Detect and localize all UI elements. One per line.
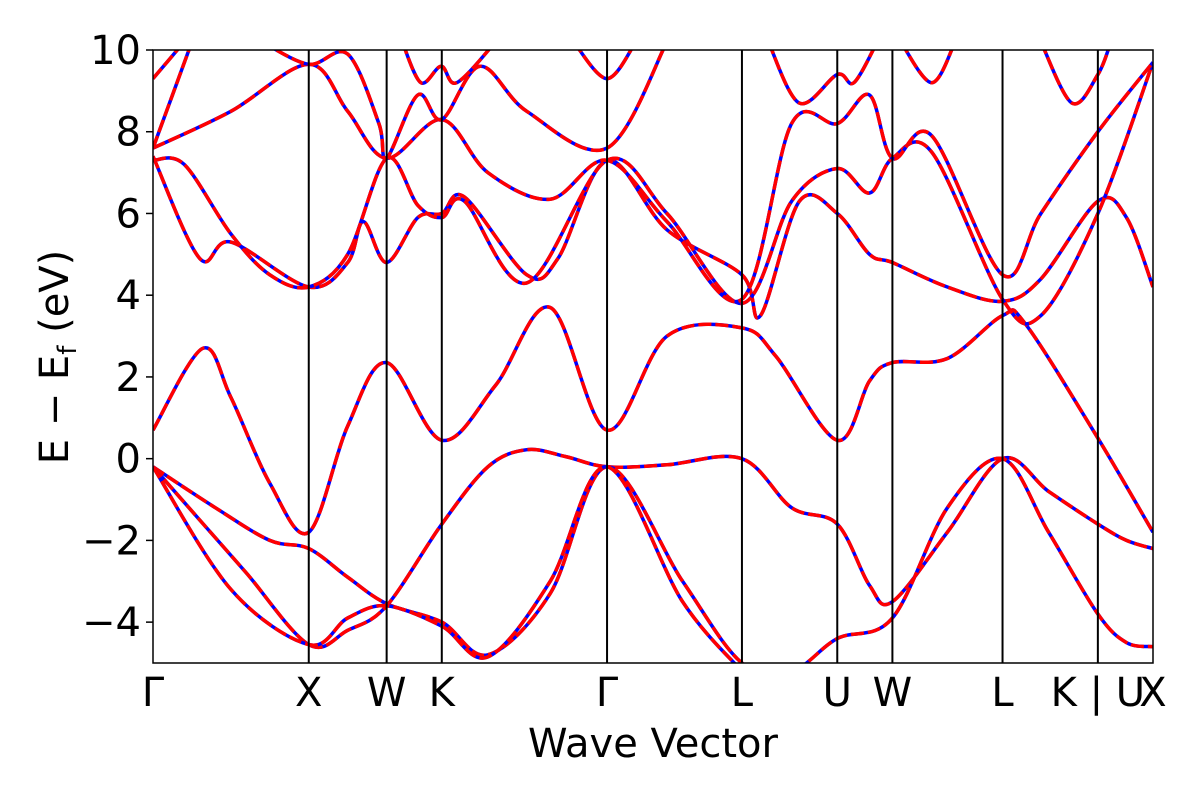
x-tick-label: U bbox=[823, 670, 852, 716]
high-symmetry-lines bbox=[307, 50, 1099, 663]
y-axis-title-unit: (eV) bbox=[32, 250, 78, 346]
band-10-red-dashed-line bbox=[272, 50, 665, 161]
y-tick-label: −4 bbox=[82, 600, 141, 646]
y-axis: −4 −2 0 2 4 6 8 10 bbox=[82, 28, 153, 646]
band-15-red-dashed-line bbox=[1042, 50, 1111, 106]
y-axis-title: E − Ef (eV) bbox=[32, 250, 83, 465]
x-tick-label: Γ bbox=[596, 670, 619, 716]
x-axis-title: Wave Vector bbox=[528, 721, 779, 767]
y-tick-label: 2 bbox=[116, 355, 141, 401]
x-tick-label: L bbox=[991, 670, 1014, 716]
y-tick-label: 4 bbox=[116, 273, 141, 319]
y-tick-label: 0 bbox=[116, 437, 141, 483]
band-4-red-dashed-line bbox=[153, 305, 1153, 536]
band-9-red-dashed-line bbox=[153, 50, 191, 149]
band-2-red-dashed-line bbox=[153, 456, 1153, 663]
x-tick-label: X bbox=[1139, 670, 1166, 716]
x-tick-label: W bbox=[873, 670, 913, 716]
y-axis-title-subscript: f bbox=[53, 345, 83, 355]
band-6-red-dashed-line bbox=[153, 61, 1153, 326]
x-tick-label: L bbox=[731, 670, 754, 716]
band-8-red-dashed-line bbox=[153, 50, 180, 80]
x-tick-label: W bbox=[367, 670, 407, 716]
band-1-red-dashed-line bbox=[153, 447, 1153, 650]
y-tick-label: 8 bbox=[116, 110, 141, 156]
y-tick-label: −2 bbox=[82, 518, 141, 564]
plot-frame bbox=[152, 49, 1154, 664]
x-tick-label: Γ bbox=[142, 670, 165, 716]
band-3-red-dashed-line bbox=[153, 465, 737, 663]
y-tick-label: 10 bbox=[90, 28, 141, 74]
x-tick-label: K | U bbox=[1051, 670, 1145, 716]
y-axis-title-main: E − E bbox=[32, 355, 78, 465]
band-7-red-dashed-line bbox=[153, 61, 1153, 304]
band-11-red-dashed-line bbox=[577, 50, 633, 81]
bands-layer bbox=[153, 50, 1153, 663]
x-tick-label: K bbox=[429, 670, 457, 716]
band-14-red-dashed-line bbox=[903, 50, 954, 85]
x-tick-label: X bbox=[295, 670, 322, 716]
y-tick-label: 6 bbox=[116, 191, 141, 237]
